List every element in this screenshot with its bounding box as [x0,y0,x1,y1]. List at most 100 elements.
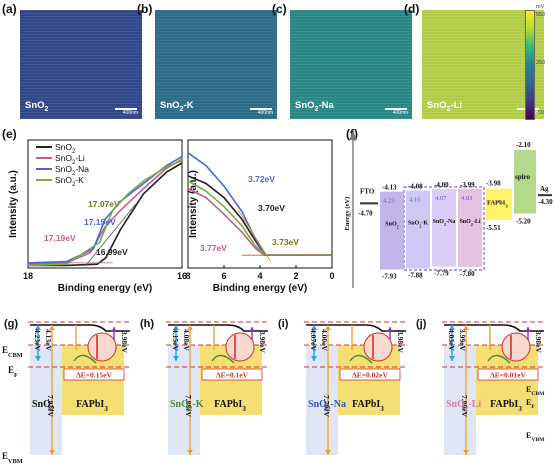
energy-value-label: 4.13eV [44,329,53,351]
series-line [28,162,183,267]
work-function-value: 4.07 [435,195,447,202]
x-tick-label: 18 [23,271,33,281]
energy-value-label: 4.08eV [182,329,191,351]
cutoff-value-label: 17.07eV [88,199,120,209]
etl-material-label: SnO2-Li [446,399,481,413]
band-alignment-panel: 4.23eV 4.13eV 3.98eV 7.93eV ΔE=0.15eV SnO2 FAP… [2,318,130,465]
legend-label: SnO2-Li [55,153,85,166]
interface-zoom-circle [87,332,117,362]
onset-fit-line [85,203,137,266]
vb-value: -7.80 [460,270,475,278]
energy-value-label: 4.00eV [320,329,329,351]
perovskite-label: FAPbI3 [76,399,108,413]
vb-value: -5.20 [516,218,531,226]
vbm-value-label: 3.72eV [248,174,275,184]
map-panel-letter: (d) [404,2,420,16]
arrow-head [449,356,455,361]
vacuum-band-curve [306,324,406,332]
etl-block [306,345,338,455]
etl-name: SnO2 [385,222,398,230]
perovskite-band-block [486,188,512,220]
energy-value-label: 3.98eV [258,331,267,353]
energy-value-label: 4.15eV [171,329,180,351]
band-alignment-panel: 4.03eV 3.99eV 3.98eV 7.80eV ΔE=0.01eV SnO2-Li… [416,318,545,455]
delta-e-box [477,368,539,381]
colorbar-unit: mV [536,4,545,10]
etl-band-block [380,191,404,270]
band-panel-letter: (j) [416,318,427,330]
perovskite-name: FAPbI3 [487,199,508,208]
arrow-head [525,327,531,332]
etl-band-block [432,189,456,267]
x-tick-label: 4 [257,271,262,281]
vbm-value-label: 3.70eV [258,203,285,213]
ef-label: EF [8,365,18,379]
delta-e-label: ΔE=0.15eV [76,371,112,380]
surface-potential-map: SnO2-Na 400nm [290,10,412,119]
etl-block [444,345,476,455]
scale-bar [385,108,407,110]
electron-transfer-arrow [349,354,373,364]
etl-material-label: SnO2-Na [308,399,346,413]
x-tick-label: 16 [177,271,187,281]
map-sample-name: SnO2-Na [295,100,334,113]
energy-value-label: 3.98eV [534,331,543,353]
legend-label: SnO2 [55,142,75,155]
arrow-head [311,356,317,361]
y-axis-label: Intensity (a.u.) [188,170,199,238]
arrow-head [387,327,393,332]
scale-bar-label: 400nm [122,110,138,116]
scale-bar-label: 400nm [392,110,408,116]
ag-level [538,194,552,197]
ecbm-label: ECBM [2,345,23,359]
etl-band-block [406,190,430,269]
etl-block [168,345,200,455]
electron-transfer-arrow [211,354,235,364]
fto-label: FTO [360,187,375,195]
cutoff-value-label: 16.99eV [96,247,128,257]
cb-value: -4.00 [434,181,449,189]
surface-potential-map: SnO2-Li400nm [422,10,544,119]
perovskite-label: FAPbI3 [352,399,384,413]
x-tick-label: 2 [293,271,298,281]
energy-value-label: 7.79eV [322,395,331,417]
work-function-value: 4.15 [409,197,420,204]
evbm-label: EVBM [526,431,545,443]
map-sample-name: SnO2-K [160,100,194,113]
delta-e-box [339,368,401,381]
cb-value: -3.98 [486,180,501,188]
etl-material-label: SnO2-K [170,399,204,413]
fto-level [360,202,378,205]
etl-name: SnO2-Na [433,219,456,227]
ag-label: Ag [540,185,549,193]
arrow-head [187,450,193,455]
energy-value-label: 4.23eV [33,329,42,351]
vb-value: -7.93 [382,273,397,281]
band-alignment-panel: 4.15eV 4.08eV 3.98eV 7.88eV ΔE=0.1eV SnO2-K FA… [140,318,268,455]
interface-zoom-circle [501,332,531,362]
x-tick-label: 6 [221,271,226,281]
energy-value-label: 4.03eV [447,329,456,351]
x-tick-label: 8 [185,271,190,281]
energy-axis-label: Energy (eV) [344,197,351,231]
ef-label: EF [526,398,535,410]
etl-name: SnO2-K [408,221,428,229]
ag-level-value: -4.30 [538,198,553,206]
cutoff-value-label: 17.15eV [84,217,116,227]
y-axis-label: Intensity (a.u.) [8,170,19,238]
vacuum-band-curve [168,324,268,332]
arrow-head [173,325,179,330]
cb-value: -2.10 [516,141,531,149]
arrow-head [311,325,317,330]
x-tick-label: 0 [329,271,334,281]
panel-e-label: (e) [2,127,17,141]
ecbm-label: ECBM [526,385,545,397]
arrow-head [249,327,255,332]
energy-value-label: 3.98eV [396,331,405,353]
legend-label: SnO2-K [55,175,84,188]
doped-etl-group-box [403,186,485,271]
delta-e-box [63,368,125,381]
electron-transfer-arrow [73,354,97,364]
map-panel-letter: (b) [137,2,153,16]
energy-value-label: 3.98eV [120,331,129,353]
